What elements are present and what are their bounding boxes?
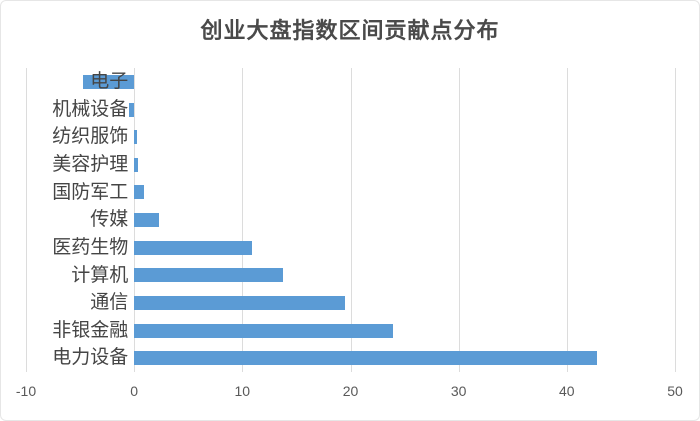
gridline xyxy=(26,68,27,372)
x-tick-label: 20 xyxy=(342,383,359,399)
category-label: 计算机 xyxy=(71,264,129,286)
category-label: 美容护理 xyxy=(52,153,129,175)
bar xyxy=(134,351,598,366)
bar xyxy=(134,157,139,172)
bar xyxy=(134,323,393,338)
category-label: 通信 xyxy=(90,292,129,314)
category-label: 机械设备 xyxy=(52,98,129,120)
gridline xyxy=(566,68,568,372)
x-tick-label: 40 xyxy=(559,383,575,399)
gridline xyxy=(675,68,676,372)
bar xyxy=(134,240,253,255)
x-tick-label: -10 xyxy=(15,383,37,399)
category-label: 国防军工 xyxy=(52,181,129,203)
category-label: 纺织服饰 xyxy=(52,126,129,148)
bar xyxy=(83,74,135,89)
gridline xyxy=(242,68,244,372)
x-tick-label: 10 xyxy=(234,383,251,399)
category-label: 医药生物 xyxy=(52,236,129,258)
bar xyxy=(134,130,138,145)
x-tick-label: 0 xyxy=(130,383,139,399)
bar xyxy=(134,268,284,283)
bar xyxy=(134,185,144,200)
bar xyxy=(134,213,160,227)
bar xyxy=(128,102,135,117)
category-label: 传媒 xyxy=(90,209,129,231)
category-label: 电力设备 xyxy=(52,347,129,369)
x-tick-label: 50 xyxy=(667,383,683,399)
gridline xyxy=(458,68,460,372)
category-label: 电子 xyxy=(90,71,129,92)
chart-title: 创业大盘指数区间贡献点分布 xyxy=(200,18,500,43)
x-tick-label: 30 xyxy=(450,383,467,399)
bar xyxy=(134,295,346,310)
category-label: 非银金融 xyxy=(52,319,129,341)
gridline xyxy=(350,68,352,372)
